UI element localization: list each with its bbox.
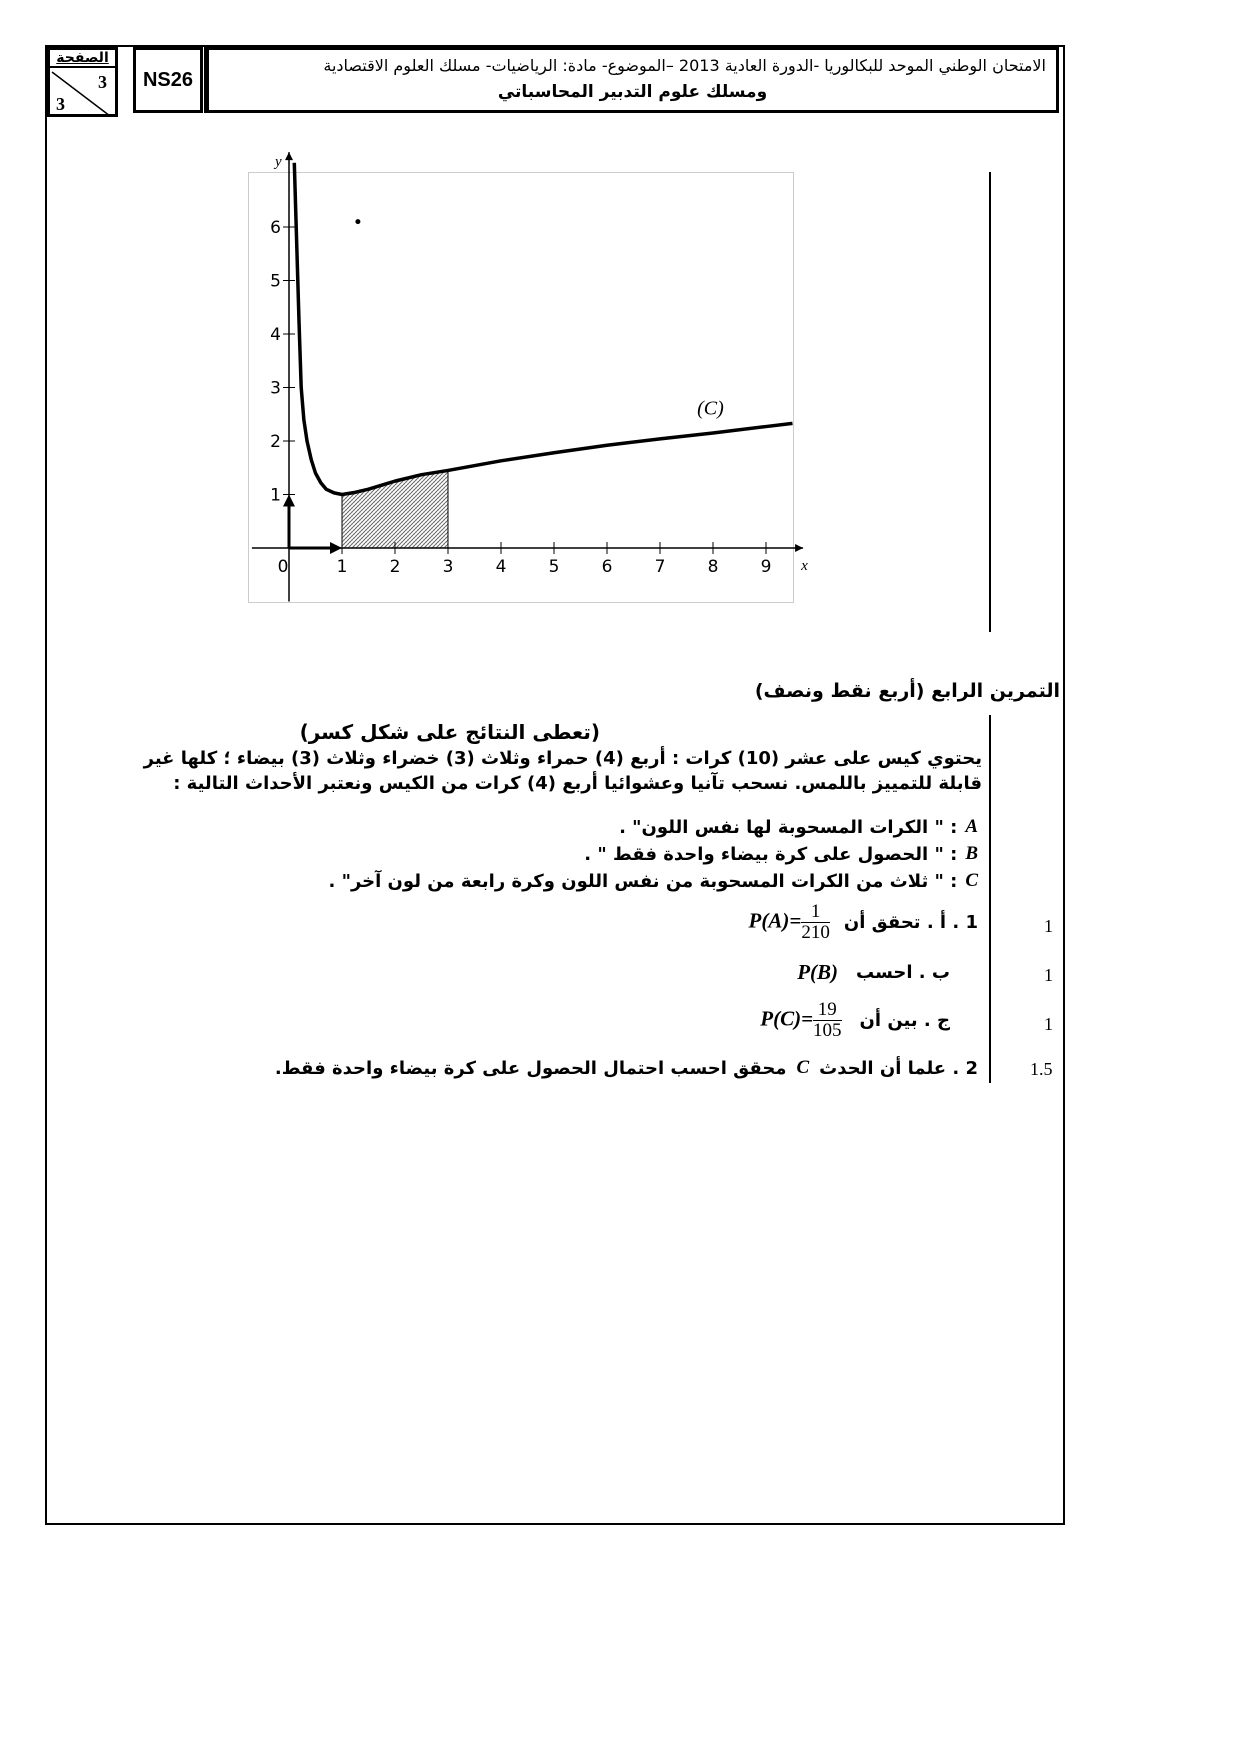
exam-code: NS26: [133, 47, 203, 113]
exercise-title: التمرين الرابع (أربع نقط ونصف): [754, 680, 1060, 702]
curve-label: (C): [697, 397, 724, 419]
page-number-box: الصفحة 3 3: [47, 47, 118, 117]
event-letter: B: [965, 843, 978, 864]
x-axis-label: x: [800, 558, 808, 574]
exercise-note: (تعطى النتائج على شكل كسر): [299, 720, 600, 744]
graph-point: [355, 219, 361, 225]
question-label-after: محقق احسب احتمال الحصول على كرة بيضاء وا…: [274, 1057, 787, 1079]
question-1a: 1 . أ . تحقق أن P(A)= 1 210: [749, 902, 978, 943]
question-math: P(C)= 19 105: [760, 999, 842, 1041]
y-tick-label: 6: [270, 218, 281, 238]
header-title-line1: الامتحان الوطني الموحد للبكالوريا -الدور…: [323, 56, 1046, 75]
question-label: 2 . علما أن الحدث: [819, 1057, 978, 1079]
page-number: 3: [98, 72, 107, 92]
x-tick-label: 5: [549, 557, 560, 577]
y-tick-label: 1: [270, 486, 281, 506]
event-text: : " الحصول على كرة بيضاء واحدة فقط " .: [584, 843, 958, 865]
exercise-intro-line1: يحتوي كيس على عشر (10) كرات : أربع (4) ح…: [143, 748, 982, 769]
page-label: الصفحة: [50, 50, 115, 68]
score: 1: [1044, 965, 1053, 985]
question-math: P(A)= 1 210: [748, 901, 830, 943]
score: 1: [1044, 1014, 1053, 1034]
x-tick-label: 9: [761, 557, 772, 577]
event-text: : " ثلاث من الكرات المسحوبة من نفس اللون…: [328, 870, 958, 892]
question-label: ب . احسب: [856, 962, 950, 983]
x-tick-label: 1: [337, 557, 348, 577]
event-a: A : " الكرات المسحوبة لها نفس اللون" .: [619, 816, 978, 838]
event-letter: A: [965, 816, 978, 837]
y-tick-label: 5: [270, 272, 281, 292]
question-label: 1 . أ . تحقق أن: [843, 912, 978, 933]
unit-vector-i-arrow: [330, 542, 342, 554]
x-tick-label: 2: [390, 557, 401, 577]
x-tick-label: 4: [496, 557, 507, 577]
exercise-intro-line2: قابلة للتمييز باللمس. نسحب تآنيا وعشوائي…: [173, 773, 982, 794]
page-total: 3: [56, 94, 65, 114]
y-tick-label: 3: [270, 379, 281, 399]
score: 1.5: [1030, 1059, 1053, 1079]
x-tick-label: 3: [443, 557, 454, 577]
event-text: : " الكرات المسحوبة لها نفس اللون" .: [619, 816, 958, 838]
score: 1: [1044, 916, 1053, 936]
header-title-line2: ومسلك علوم التدبير المحاسباتي: [497, 82, 768, 102]
question-math: C: [796, 1057, 810, 1078]
event-c: C : " ثلاث من الكرات المسحوبة من نفس الل…: [328, 870, 978, 892]
x-tick-label: 0: [278, 557, 289, 577]
y-tick-label: 4: [270, 325, 281, 345]
y-axis-arrow: [285, 152, 293, 161]
event-letter: C: [965, 870, 978, 891]
x-axis-arrow: [795, 544, 804, 552]
graph-frame: [248, 172, 794, 603]
header-title-box: الامتحان الوطني الموحد للبكالوريا -الدور…: [204, 47, 1059, 113]
page-border: [45, 45, 1065, 1525]
question-1b: ب . احسب P(B): [797, 960, 950, 985]
curve-c: [292, 162, 793, 497]
margin-line-exercise: [989, 715, 991, 1083]
x-tick-label: 7: [655, 557, 666, 577]
question-label: ج . بين أن: [859, 1010, 950, 1031]
question-math: P(B): [797, 960, 839, 984]
question-1c: ج . بين أن P(C)= 19 105: [760, 1000, 950, 1041]
event-b: B : " الحصول على كرة بيضاء واحدة فقط " .: [584, 843, 978, 865]
x-tick-label: 6: [602, 557, 613, 577]
question-2: 2 . علما أن الحدث C محقق احسب احتمال الح…: [275, 1057, 978, 1079]
unit-vector-j-arrow: [283, 494, 295, 507]
y-tick-label: 2: [270, 432, 281, 452]
x-tick-label: 8: [708, 557, 719, 577]
margin-line: [989, 172, 991, 632]
y-axis-label: y: [273, 154, 282, 170]
function-graph: 0 1 2 3 4 5 6 7 8 9 1 2 3 4 5 6 x y (C): [251, 152, 808, 602]
